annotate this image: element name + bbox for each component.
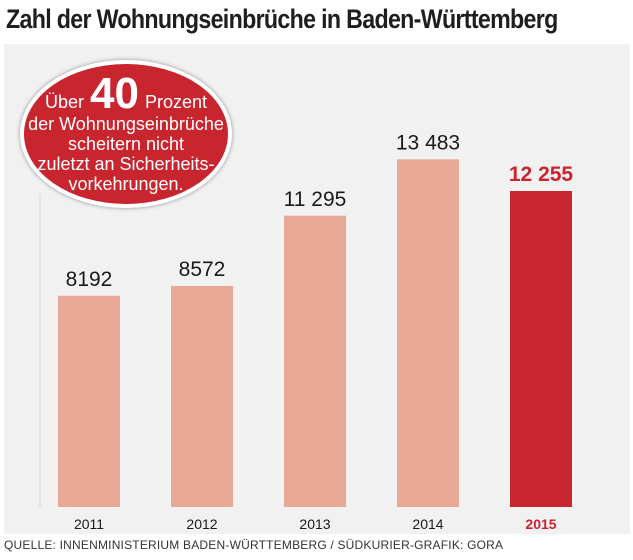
- chart-panel: 8192 2011 8572 2012 11 295 2013 13 483 2014 12 2…: [4, 44, 630, 534]
- bar-2014: [397, 159, 459, 507]
- x-tick-2012: 2012: [186, 516, 217, 532]
- x-tick-2011: 2011: [74, 516, 104, 532]
- value-label-2011: 8192: [66, 268, 113, 291]
- bar-chart: 8192 2011 8572 2012 11 295 2013 13 483 2014 12 2…: [39, 131, 574, 532]
- callout-pre: Über: [44, 92, 84, 112]
- callout-line-3: scheitern nicht: [67, 134, 185, 154]
- value-label-2013: 11 295: [284, 188, 347, 211]
- callout-line-4: zuletzt an Sicherheits-: [37, 154, 215, 174]
- bar-2012: [171, 285, 233, 507]
- bar-2015: [510, 190, 572, 507]
- x-tick-2014: 2014: [412, 516, 443, 532]
- bar-2013: [284, 215, 346, 507]
- x-tick-2013: 2013: [299, 516, 330, 532]
- source-note: QUELLE: INNENMINISTERIUM BADEN-WÜRTTEMBE…: [4, 538, 504, 552]
- callout-line-2: der Wohnungseinbrüche: [28, 114, 224, 134]
- value-label-2012: 8572: [179, 258, 226, 281]
- callout-line-5: vorkehrungen.: [68, 174, 184, 194]
- value-label-2015: 12 255: [509, 163, 574, 186]
- callout-headline: Über 40 Prozent: [44, 69, 207, 118]
- callout-post: Prozent: [144, 92, 207, 112]
- chart-title: Zahl der Wohnungseinbrüche in Baden-Würt…: [6, 4, 558, 34]
- callout-bubble: Über 40 Prozent der Wohnungseinbrüche sc…: [20, 60, 232, 208]
- x-tick-2015: 2015: [525, 516, 556, 532]
- bar-2011: [58, 295, 120, 507]
- value-label-2014: 13 483: [396, 131, 460, 154]
- callout-number: 40: [90, 69, 139, 118]
